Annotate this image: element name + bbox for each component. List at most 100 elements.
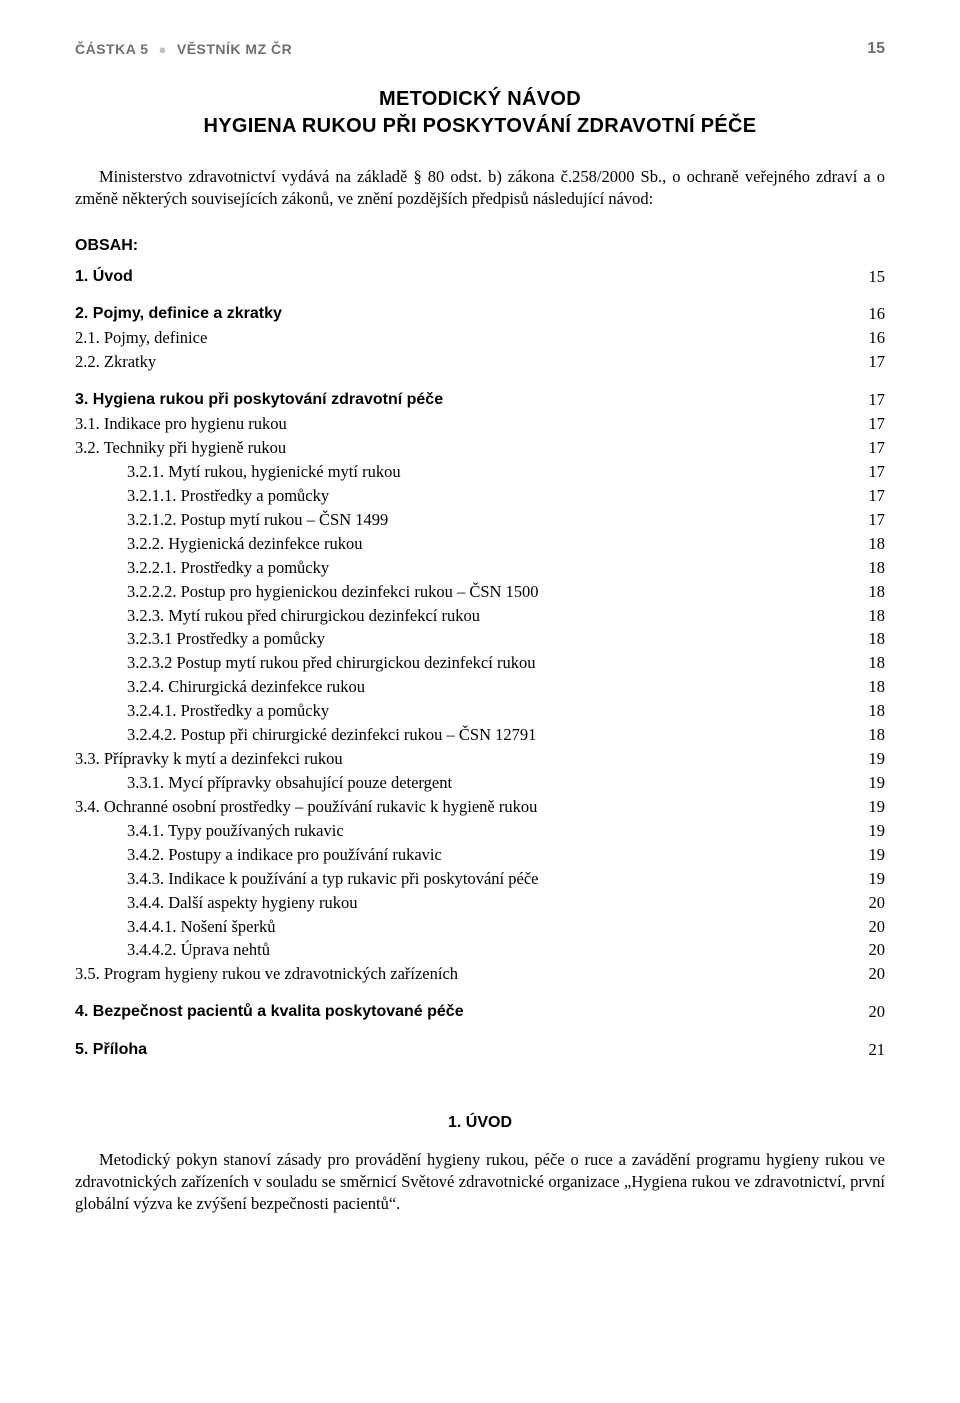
toc-page-number: 16 (849, 326, 886, 350)
toc-row: 2.2. Zkratky 17 (75, 350, 885, 374)
toc-page-number: 18 (849, 675, 886, 699)
toc-label: 3.2. Techniky při hygieně rukou (75, 436, 286, 460)
toc-label: 2.1. Pojmy, definice (75, 326, 207, 350)
toc-row: 3.5. Program hygieny rukou ve zdravotnic… (75, 962, 885, 986)
intro-paragraph: Ministerstvo zdravotnictví vydává na zák… (75, 166, 885, 211)
toc-label: 5. Příloha (75, 1038, 147, 1062)
toc-label: 3.2.3. Mytí rukou před chirurgickou dezi… (127, 604, 480, 628)
toc-row: 3.2.3.1 Prostředky a pomůcky 18 (75, 627, 885, 651)
toc-label: 3.2.1.1. Prostředky a pomůcky (127, 484, 329, 508)
toc-label: 3.3.1. Mycí přípravky obsahující pouze d… (127, 771, 452, 795)
toc-page-number: 20 (849, 915, 886, 939)
toc-label: 3.4.4. Další aspekty hygieny rukou (127, 891, 358, 915)
toc-page-number: 19 (849, 795, 886, 819)
toc-label: 3.2.4.1. Prostředky a pomůcky (127, 699, 329, 723)
running-header: ČÁSTKA 5 ● VĚSTNÍK MZ ČR 15 (75, 40, 885, 58)
toc-row: 3.3. Přípravky k mytí a dezinfekci rukou… (75, 747, 885, 771)
toc-row: 3.2.4.2. Postup při chirurgické dezinfek… (75, 723, 885, 747)
toc-label: 3.4. Ochranné osobní prostředky – použív… (75, 795, 537, 819)
page: ČÁSTKA 5 ● VĚSTNÍK MZ ČR 15 METODICKÝ NÁ… (0, 0, 960, 1403)
toc-label: 3.2.1.2. Postup mytí rukou – ČSN 1499 (127, 508, 388, 532)
toc-label: 3.2.3.2 Postup mytí rukou před chirurgic… (127, 651, 535, 675)
toc-page-number: 19 (849, 747, 886, 771)
toc-label: 3.1. Indikace pro hygienu rukou (75, 412, 287, 436)
toc-label: 3.4.4.2. Úprava nehtů (127, 938, 270, 962)
toc-row: 3.2.1. Mytí rukou, hygienické mytí rukou… (75, 460, 885, 484)
toc-row: 3.2.1.2. Postup mytí rukou – ČSN 149917 (75, 508, 885, 532)
page-number: 15 (867, 40, 885, 58)
toc-page-number: 16 (849, 302, 886, 326)
toc-label: 2.2. Zkratky (75, 350, 156, 374)
section-1-paragraph: Metodický pokyn stanoví zásady pro prová… (75, 1149, 885, 1216)
toc-page-number: 17 (849, 436, 886, 460)
toc-label: 3.2.2. Hygienická dezinfekce rukou (127, 532, 363, 556)
toc-row: 5. Příloha21 (75, 1038, 885, 1062)
header-vestnik: VĚSTNÍK MZ ČR (177, 41, 292, 57)
toc-page-number: 17 (849, 388, 886, 412)
toc-label: 3.2.4.2. Postup při chirurgické dezinfek… (127, 723, 536, 747)
toc-page-number: 18 (849, 627, 886, 651)
toc-page-number: 17 (849, 484, 886, 508)
title-line-1: METODICKÝ NÁVOD (75, 86, 885, 113)
toc-page-number: 18 (849, 604, 886, 628)
toc-row: 3.4. Ochranné osobní prostředky – použív… (75, 795, 885, 819)
toc-label: 3.2.1. Mytí rukou, hygienické mytí rukou (127, 460, 401, 484)
toc-row: 2.1. Pojmy, definice 16 (75, 326, 885, 350)
toc-page-number: 19 (849, 843, 886, 867)
toc-label: 3.2.4. Chirurgická dezinfekce rukou (127, 675, 365, 699)
toc-row: 3.4.3. Indikace k používání a typ rukavi… (75, 867, 885, 891)
obsah-heading: OBSAH: (75, 237, 885, 255)
toc-row: 3.2. Techniky při hygieně rukou 17 (75, 436, 885, 460)
toc-row: 3.2.3.2 Postup mytí rukou před chirurgic… (75, 651, 885, 675)
toc-label: 1. Úvod (75, 265, 133, 289)
toc-row: 3.2.4.1. Prostředky a pomůcky 18 (75, 699, 885, 723)
toc-label: 3.2.2.1. Prostředky a pomůcky (127, 556, 329, 580)
toc-row: 3.4.2. Postupy a indikace pro používání … (75, 843, 885, 867)
toc-page-number: 20 (849, 891, 886, 915)
toc-label: 3.2.3.1 Prostředky a pomůcky (127, 627, 325, 651)
toc-label: 3.4.2. Postupy a indikace pro používání … (127, 843, 442, 867)
toc-page-number: 18 (849, 556, 886, 580)
toc-page-number: 19 (849, 867, 886, 891)
toc-label: 3.3. Přípravky k mytí a dezinfekci rukou (75, 747, 343, 771)
title-block: METODICKÝ NÁVOD HYGIENA RUKOU PŘI POSKYT… (75, 86, 885, 140)
toc-label: 2. Pojmy, definice a zkratky (75, 302, 282, 326)
toc-row: 3.4.4. Další aspekty hygieny rukou 20 (75, 891, 885, 915)
toc-page-number: 18 (849, 580, 886, 604)
toc-label: 4. Bezpečnost pacientů a kvalita poskyto… (75, 1000, 464, 1024)
title-line-2: HYGIENA RUKOU PŘI POSKYTOVÁNÍ ZDRAVOTNÍ … (75, 113, 885, 140)
toc-page-number: 15 (849, 265, 886, 289)
toc-label: 3.4.4.1. Nošení šperků (127, 915, 275, 939)
toc-row: 3.4.4.1. Nošení šperků 20 (75, 915, 885, 939)
toc-label: 3.4.3. Indikace k používání a typ rukavi… (127, 867, 538, 891)
toc-row: 3.2.3. Mytí rukou před chirurgickou dezi… (75, 604, 885, 628)
section-1-heading: 1. ÚVOD (75, 1114, 885, 1132)
toc-page-number: 20 (849, 962, 886, 986)
toc-row: 3.3.1. Mycí přípravky obsahující pouze d… (75, 771, 885, 795)
toc-page-number: 20 (849, 1000, 886, 1024)
table-of-contents: 1. Úvod152. Pojmy, definice a zkratky162… (75, 265, 885, 1063)
header-castka: ČÁSTKA 5 (75, 41, 149, 57)
toc-page-number: 18 (849, 532, 886, 556)
toc-row: 3.1. Indikace pro hygienu rukou 17 (75, 412, 885, 436)
toc-page-number: 20 (849, 938, 886, 962)
toc-row: 2. Pojmy, definice a zkratky 16 (75, 302, 885, 326)
toc-page-number: 19 (849, 771, 886, 795)
toc-page-number: 19 (849, 819, 886, 843)
toc-row: 3.2.2.1. Prostředky a pomůcky 18 (75, 556, 885, 580)
toc-row: 3.2.4. Chirurgická dezinfekce rukou 18 (75, 675, 885, 699)
toc-label: 3.2.2.2. Postup pro hygienickou dezinfek… (127, 580, 539, 604)
toc-label: 3. Hygiena rukou při poskytování zdravot… (75, 388, 443, 412)
toc-row: 4. Bezpečnost pacientů a kvalita poskyto… (75, 1000, 885, 1024)
toc-page-number: 17 (849, 412, 886, 436)
toc-label: 3.4.1. Typy používaných rukavic (127, 819, 344, 843)
header-left: ČÁSTKA 5 ● VĚSTNÍK MZ ČR (75, 41, 292, 57)
toc-page-number: 17 (849, 350, 886, 374)
toc-page-number: 18 (849, 723, 886, 747)
toc-page-number: 17 (849, 460, 886, 484)
toc-row: 3.2.2. Hygienická dezinfekce rukou 18 (75, 532, 885, 556)
toc-page-number: 18 (849, 699, 886, 723)
toc-row: 3.2.2.2. Postup pro hygienickou dezinfek… (75, 580, 885, 604)
toc-row: 3.4.1. Typy používaných rukavic 19 (75, 819, 885, 843)
toc-row: 3.4.4.2. Úprava nehtů 20 (75, 938, 885, 962)
